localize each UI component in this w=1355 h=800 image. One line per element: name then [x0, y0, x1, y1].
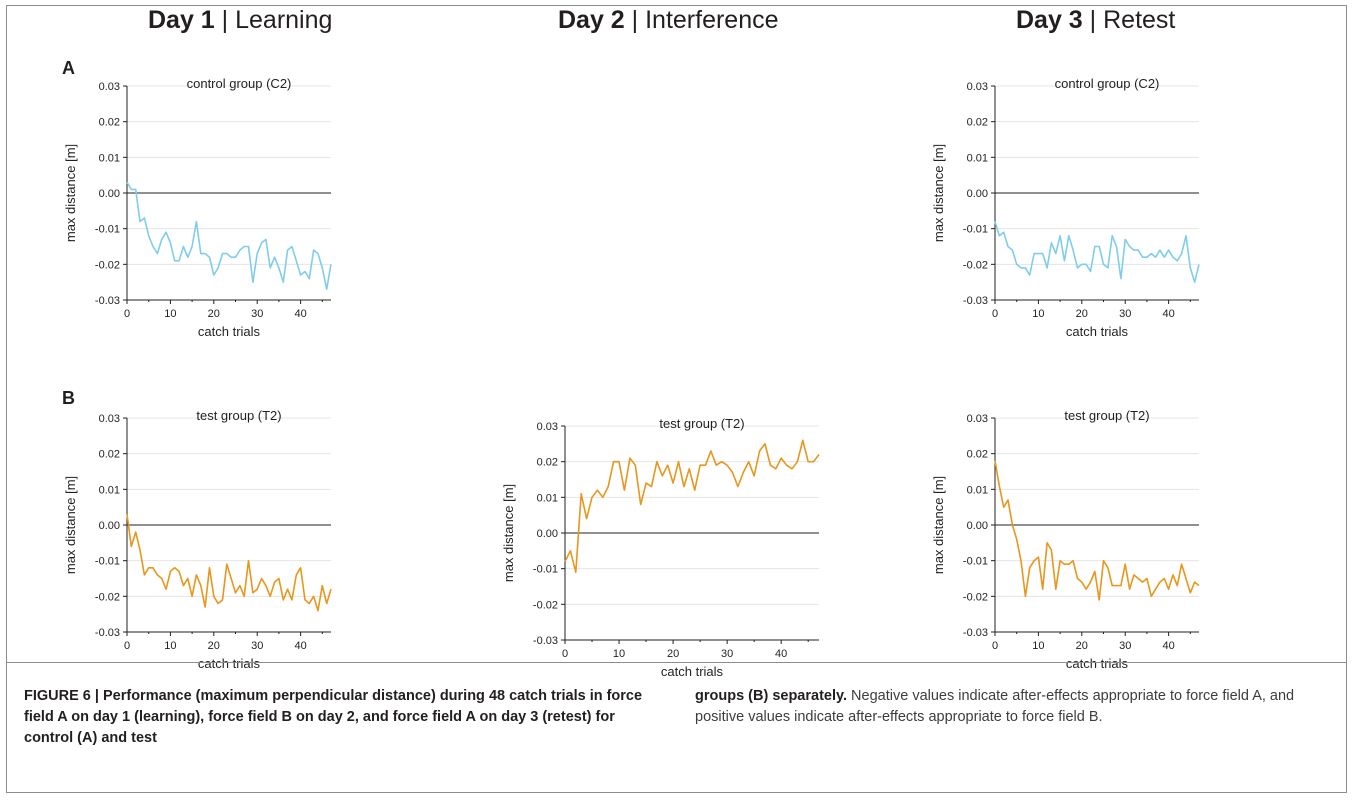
y-tick-label: -0.03 — [963, 627, 988, 639]
panel-letter-b: B — [62, 388, 75, 408]
y-tick-label: 0.02 — [99, 117, 120, 129]
figure-caption-left: FIGURE 6 | Performance (maximum perpendi… — [24, 688, 643, 746]
chart-day1-control: 0.03 0.02 0.01 0.00 -0.01 -0.02 -0.03 0 10 20 30 40… — [63, 76, 332, 339]
x-tick-label: 40 — [1162, 308, 1174, 320]
column-title-day1: Day 1 | Learning — [148, 6, 333, 34]
x-tick-label: 30 — [1119, 640, 1131, 652]
panel-letter-a: A — [62, 58, 75, 78]
y-axis-label: max distance [m] — [63, 144, 78, 242]
x-tick-label: 20 — [667, 648, 679, 660]
y-tick-label: 0.03 — [967, 81, 988, 93]
y-tick-label: 0.03 — [537, 421, 558, 433]
x-axis-label: catch trials — [1066, 324, 1129, 339]
chart-day1-test: 0.03 0.02 0.01 0.00 -0.01 -0.02 -0.03 0 10 20 30 40… — [63, 408, 332, 671]
x-tick-label: 30 — [721, 648, 733, 660]
x-tick-label: 30 — [1119, 308, 1131, 320]
x-axis-label: catch trials — [198, 324, 261, 339]
series-line — [126, 181, 332, 291]
y-tick-label: -0.03 — [533, 635, 558, 647]
y-tick-label: 0.02 — [537, 457, 558, 469]
x-tick-label: 40 — [294, 308, 306, 320]
x-axis-label: catch trials — [1066, 656, 1129, 671]
y-tick-label: 0.00 — [537, 528, 558, 540]
y-tick-label: -0.02 — [963, 259, 988, 271]
y-tick-label: 0.03 — [99, 81, 120, 93]
x-axis-label: catch trials — [661, 664, 724, 679]
caption-right-rest: Negative values indicate after-effects a… — [695, 688, 1295, 725]
y-axis-label: max distance [m] — [931, 144, 946, 242]
y-tick-label: -0.01 — [963, 556, 988, 568]
caption-divider — [6, 662, 1347, 663]
y-tick-label: -0.01 — [533, 564, 558, 576]
y-tick-label: 0.00 — [99, 188, 120, 200]
y-tick-label: -0.01 — [95, 556, 120, 568]
x-tick-label: 30 — [251, 308, 263, 320]
y-tick-label: -0.03 — [95, 627, 120, 639]
x-tick-label: 10 — [1032, 308, 1044, 320]
x-tick-label: 10 — [164, 308, 176, 320]
series-line — [994, 221, 1200, 283]
y-axis-label: max distance [m] — [931, 476, 946, 574]
y-tick-label: -0.02 — [95, 259, 120, 271]
y-tick-label: -0.03 — [963, 295, 988, 307]
chart-title: test group (T2) — [196, 408, 281, 423]
x-tick-label: 40 — [1162, 640, 1174, 652]
series-line — [564, 439, 820, 573]
column-title-day2: Day 2 | Interference — [558, 6, 779, 34]
y-tick-label: 0.00 — [99, 520, 120, 532]
y-tick-label: -0.01 — [963, 224, 988, 236]
x-tick-label: 0 — [124, 640, 130, 652]
y-tick-label: -0.02 — [533, 599, 558, 611]
y-tick-label: -0.02 — [963, 591, 988, 603]
y-tick-label: 0.02 — [967, 117, 988, 129]
y-tick-label: 0.01 — [99, 484, 120, 496]
x-tick-label: 20 — [208, 640, 220, 652]
y-tick-label: -0.02 — [95, 591, 120, 603]
figure-frame — [6, 5, 1347, 793]
chart-day3-control: 0.03 0.02 0.01 0.00 -0.01 -0.02 -0.03 0 10 20 30 40… — [931, 76, 1200, 339]
chart-title: control group (C2) — [187, 76, 292, 91]
y-tick-label: -0.03 — [95, 295, 120, 307]
x-tick-label: 40 — [775, 648, 787, 660]
y-axis-label: max distance [m] — [501, 484, 516, 582]
caption-right-bold: groups (B) separately. — [695, 688, 848, 704]
y-axis-label: max distance [m] — [63, 476, 78, 574]
y-tick-label: 0.01 — [537, 492, 558, 504]
figure-caption-right: groups (B) separately. Negative values i… — [695, 686, 1335, 728]
x-tick-label: 10 — [613, 648, 625, 660]
y-tick-label: 0.00 — [967, 188, 988, 200]
x-tick-label: 20 — [208, 308, 220, 320]
y-tick-label: 0.02 — [99, 449, 120, 461]
series-line — [126, 514, 332, 612]
x-tick-label: 30 — [251, 640, 263, 652]
y-tick-label: 0.00 — [967, 520, 988, 532]
chart-title: control group (C2) — [1055, 76, 1160, 91]
x-tick-label: 0 — [124, 308, 130, 320]
column-title-day3: Day 3 | Retest — [1016, 6, 1176, 34]
chart-day3-test: 0.03 0.02 0.01 0.00 -0.01 -0.02 -0.03 0 10 20 30 40… — [931, 408, 1200, 671]
x-tick-label: 0 — [562, 648, 568, 660]
x-tick-label: 20 — [1076, 308, 1088, 320]
chart-title: test group (T2) — [1064, 408, 1149, 423]
series-line — [994, 460, 1200, 601]
chart-day2-test: 0.03 0.02 0.01 0.00 -0.01 -0.02 -0.03 0 10 20 30 40… — [501, 416, 820, 679]
y-tick-label: -0.01 — [95, 224, 120, 236]
y-tick-label: 0.01 — [99, 152, 120, 164]
x-tick-label: 40 — [294, 640, 306, 652]
y-tick-label: 0.01 — [967, 152, 988, 164]
chart-title: test group (T2) — [659, 416, 744, 431]
y-tick-label: 0.02 — [967, 449, 988, 461]
x-tick-label: 10 — [164, 640, 176, 652]
y-tick-label: 0.03 — [967, 413, 988, 425]
x-tick-label: 10 — [1032, 640, 1044, 652]
x-tick-label: 20 — [1076, 640, 1088, 652]
y-tick-label: 0.03 — [99, 413, 120, 425]
x-tick-label: 0 — [992, 308, 998, 320]
y-tick-label: 0.01 — [967, 484, 988, 496]
x-axis-label: catch trials — [198, 656, 261, 671]
x-tick-label: 0 — [992, 640, 998, 652]
